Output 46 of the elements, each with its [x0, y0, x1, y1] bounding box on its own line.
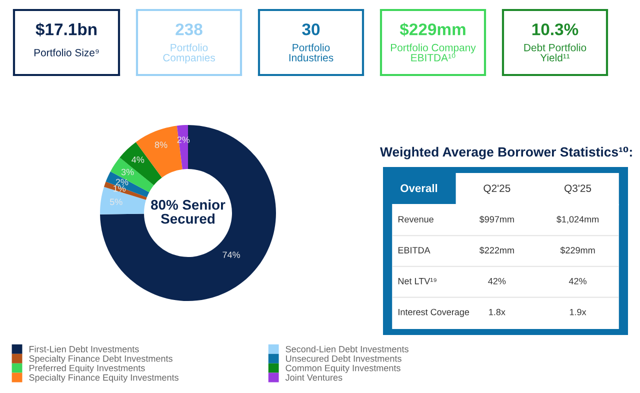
legend-label: First-Lien Debt Investments: [30, 346, 139, 352]
text: 10.3%: [532, 23, 578, 36]
donut-slice: [176, 125, 188, 170]
text: Portfolio Companies: [163, 44, 215, 64]
donut-slice: [100, 125, 276, 301]
text: $229mm: [560, 246, 595, 254]
text: 1.8x: [489, 308, 506, 316]
text: $222mm: [479, 246, 514, 254]
legend-label: Preferred Equity Investments: [30, 364, 145, 374]
data-label: 1%: [114, 185, 126, 192]
text: $1,024mm: [556, 216, 599, 224]
data-label: 3%: [121, 168, 134, 176]
text: Revenue: [398, 216, 434, 223]
text: 42%: [568, 278, 586, 284]
text: 1.9x: [570, 308, 586, 316]
donut-slice: [100, 186, 146, 214]
legend-label: Specialty Finance Debt Investments: [29, 355, 172, 364]
text: Portfolio Company EBITDA¹⁰: [391, 44, 476, 62]
text: Debt Portfolio Yield¹¹: [524, 44, 586, 62]
text: Portfolio Industries: [289, 44, 334, 62]
data-label: 8%: [154, 142, 168, 148]
text: 42%: [488, 278, 506, 284]
legend-label: Second-Lien Debt Investments: [286, 346, 408, 352]
text: Net LTV¹⁹: [398, 278, 436, 284]
legend-label: Unsecured Debt Investments: [286, 355, 402, 362]
data-label: 4%: [132, 156, 144, 163]
text: $229mm: [400, 22, 466, 36]
text: $997mm: [479, 216, 514, 224]
text: 30: [302, 23, 320, 36]
text: Overall: [400, 184, 438, 192]
text: 238: [176, 23, 202, 36]
text: EBITDA: [398, 247, 430, 254]
text: Weighted Average Borrower Statistics¹⁰:: [380, 146, 632, 160]
text: 80% Senior Secured: [151, 200, 226, 224]
data-label: 74%: [222, 252, 240, 258]
text: $17.1bn: [36, 22, 97, 36]
text: Q3'25: [564, 184, 592, 194]
data-label: 5%: [110, 198, 122, 206]
donut-slice: [110, 158, 154, 192]
legend-label: Joint Ventures: [285, 374, 342, 381]
text: Portfolio Size⁹: [34, 48, 99, 56]
text: Q2'25: [484, 184, 510, 194]
legend-label: Common Equity Investments: [286, 364, 400, 374]
legend-label: Specialty Finance Equity Investments: [29, 374, 178, 382]
text: Interest Coverage: [398, 308, 470, 318]
data-label: 2%: [116, 178, 128, 186]
